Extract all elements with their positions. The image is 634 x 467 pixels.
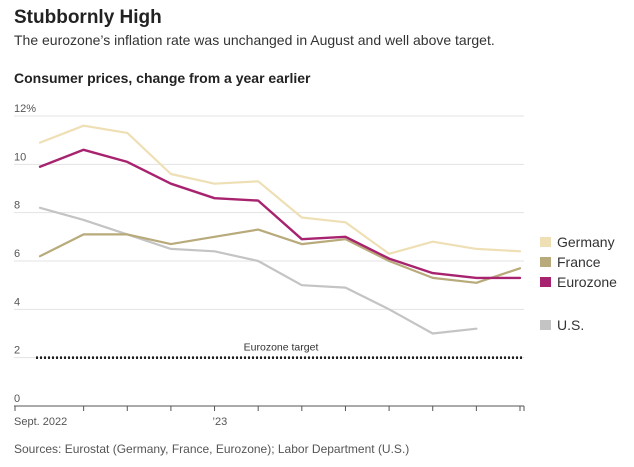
- legend-label-germany: Germany: [557, 234, 615, 250]
- legend: Germany France Eurozone U.S.: [540, 234, 617, 333]
- chart-title: Stubbornly High: [14, 7, 162, 28]
- y-tick-label-0: 0: [14, 393, 20, 405]
- legend-swatch-us: [540, 320, 551, 330]
- y-axis-labels: 0 2 4 6 8 10 12%: [14, 103, 36, 405]
- series-line-us: [38, 206, 478, 335]
- x-tick-label-2023-01: ’23: [213, 416, 228, 428]
- chart-label: Consumer prices, change from a year earl…: [14, 70, 311, 86]
- series-line-germany: [38, 124, 522, 255]
- legend-label-france: France: [557, 254, 601, 270]
- source-note: Sources: Eurostat (Germany, France, Euro…: [14, 442, 410, 456]
- legend-swatch-france: [540, 257, 551, 267]
- y-tick-label-10: 10: [14, 151, 26, 163]
- legend-label-eurozone: Eurozone: [557, 274, 617, 290]
- reference-line-group: Eurozone target: [36, 342, 522, 359]
- legend-swatch-eurozone: [540, 277, 551, 287]
- y-tick-label-12: 12%: [14, 103, 36, 115]
- chart-subtitle: The eurozone’s inflation rate was unchan…: [14, 32, 495, 48]
- y-tick-label-4: 4: [14, 296, 20, 308]
- series-line-france: [38, 228, 522, 284]
- legend-swatch-germany: [540, 237, 551, 247]
- legend-label-us: U.S.: [557, 317, 584, 333]
- series-line-eurozone: [38, 148, 522, 280]
- y-tick-label-2: 2: [14, 345, 20, 357]
- eurozone-target-label: Eurozone target: [244, 342, 319, 354]
- y-tick-label-6: 6: [14, 248, 20, 260]
- series-lines: [38, 124, 522, 335]
- x-tick-label-2022-09: Sept. 2022: [14, 416, 67, 428]
- x-axis: Sept. 2022 ’23: [14, 405, 525, 428]
- y-tick-label-8: 8: [14, 200, 20, 212]
